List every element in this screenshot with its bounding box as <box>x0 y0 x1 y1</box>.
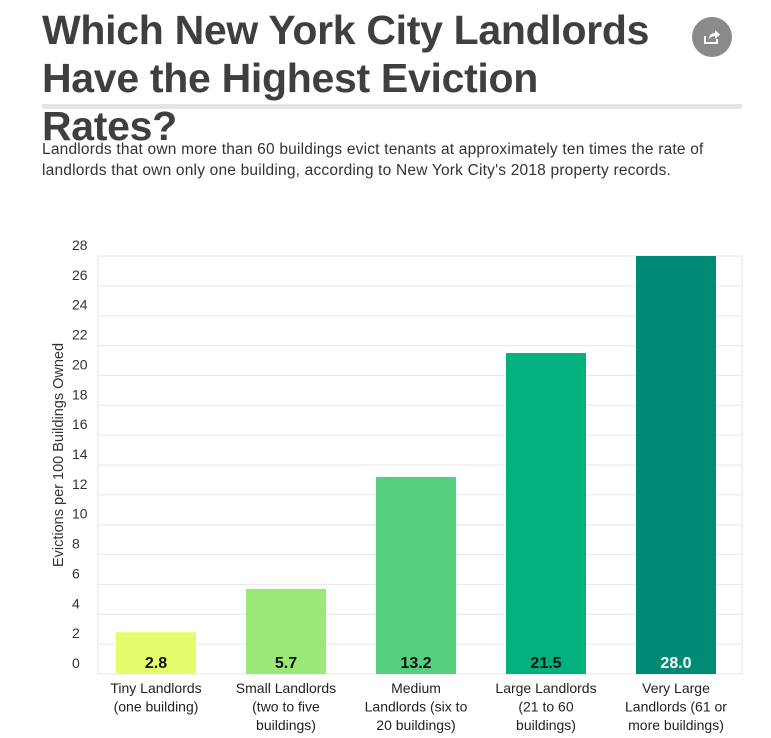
x-tick-label: Large Landlords <box>495 680 596 696</box>
y-tick-label: 12 <box>72 476 88 492</box>
y-tick-label: 18 <box>72 386 88 402</box>
share-icon <box>704 30 720 44</box>
x-tick-label: (21 to 60 <box>518 699 573 715</box>
bar <box>636 256 716 674</box>
page-title: Which New York City Landlords Have the H… <box>42 7 650 149</box>
bar-value-label: 5.7 <box>275 655 297 672</box>
share-button[interactable] <box>692 17 732 57</box>
bar-value-label: 21.5 <box>530 655 561 672</box>
x-tick-label: Tiny Landlords <box>110 680 201 696</box>
x-tick-label: buildings) <box>256 717 316 733</box>
title-divider <box>42 104 742 109</box>
bar <box>506 353 586 674</box>
y-tick-label: 2 <box>72 625 80 641</box>
y-tick-label: 0 <box>72 655 80 671</box>
x-tick-label: buildings) <box>516 717 576 733</box>
y-tick-label: 24 <box>72 297 88 313</box>
bar-value-label: 13.2 <box>400 655 431 672</box>
bar <box>116 632 196 674</box>
bar <box>246 588 326 674</box>
x-tick-label: 20 buildings) <box>376 717 455 733</box>
x-tick-label: (one building) <box>114 699 199 715</box>
x-tick-label: Landlords (six to <box>365 699 468 715</box>
y-tick-label: 20 <box>72 356 88 372</box>
y-tick-label: 26 <box>72 267 88 283</box>
y-axis-label: Evictions per 100 Buildings Owned <box>51 343 67 567</box>
x-tick-label: Very Large <box>642 680 710 696</box>
x-tick-label: (two to five <box>252 699 320 715</box>
x-tick-label: Landlords (61 or <box>625 699 727 715</box>
y-tick-label: 8 <box>72 536 80 552</box>
y-tick-label: 10 <box>72 506 88 522</box>
x-tick-label: Medium <box>391 680 441 696</box>
bar-value-label: 28.0 <box>660 655 691 672</box>
y-tick-label: 22 <box>72 327 88 343</box>
chart-subtitle: Landlords that own more than 60 building… <box>42 141 704 179</box>
bar-value-label: 2.8 <box>145 655 167 672</box>
bar <box>376 476 456 674</box>
y-tick-label: 28 <box>72 237 88 253</box>
y-tick-label: 4 <box>72 595 80 611</box>
y-tick-label: 6 <box>72 565 80 581</box>
y-tick-label: 14 <box>72 446 88 462</box>
x-tick-label: Small Landlords <box>236 680 336 696</box>
y-tick-label: 16 <box>72 416 88 432</box>
x-tick-label: more buildings) <box>628 717 724 733</box>
